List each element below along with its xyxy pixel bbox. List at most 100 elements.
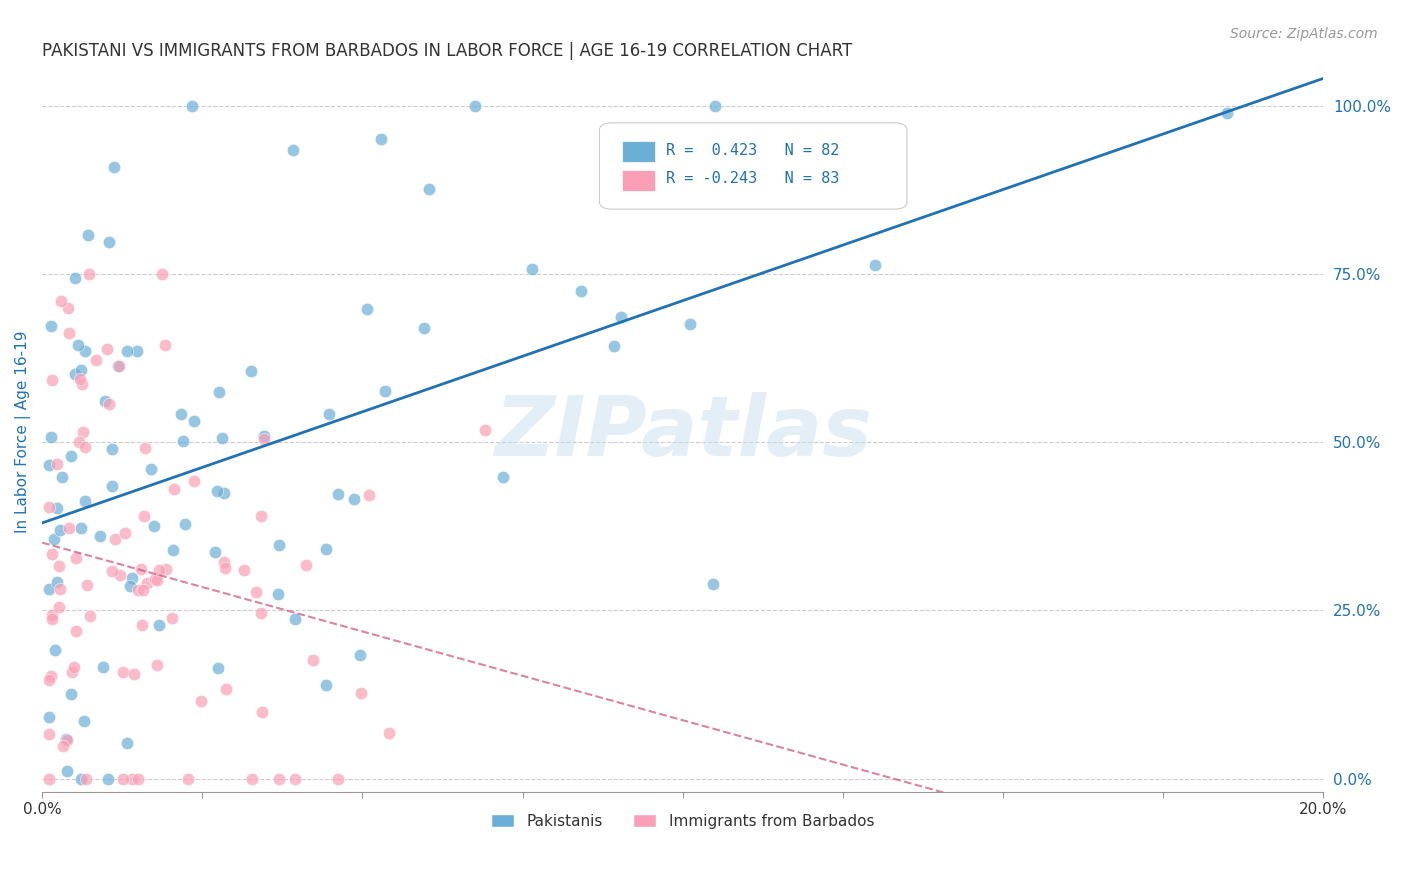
Point (41, 608, 63, 623)
Point (295, 558, 318, 573)
Point (76, 578, 98, 592)
Point (132, 583, 155, 598)
Point (315, 677, 337, 691)
Point (45, 457, 67, 471)
Point (281, 143, 304, 157)
Point (52, 739, 75, 753)
Point (326, 487, 349, 501)
Point (101, 442, 124, 457)
Point (702, 577, 724, 591)
Point (63, 367, 86, 381)
Point (143, 572, 166, 586)
Point (111, 665, 134, 679)
Point (418, 182, 440, 196)
Point (267, 772, 290, 786)
Point (132, 509, 155, 524)
Point (174, 516, 197, 531)
Point (139, 462, 162, 476)
Point (172, 434, 194, 448)
Point (60, 688, 83, 702)
Point (464, 99, 486, 113)
Point (214, 560, 236, 574)
Point (42, 533, 65, 547)
Point (59, 449, 82, 463)
Point (357, 488, 380, 502)
Point (98, 397, 121, 411)
Point (121, 571, 143, 585)
Point (125, 344, 148, 359)
Point (212, 555, 235, 569)
Point (146, 658, 169, 673)
Text: PAKISTANI VS IMMIGRANTS FROM BARBADOS IN LABOR FORCE | AGE 16-19 CORRELATION CHA: PAKISTANI VS IMMIGRANTS FROM BARBADOS IN… (42, 42, 852, 60)
Point (284, 612, 307, 626)
Point (142, 518, 165, 533)
Point (253, 432, 276, 446)
Point (39, 430, 62, 444)
Point (70, 377, 93, 392)
Point (349, 686, 371, 700)
Point (67, 434, 90, 449)
Point (77, 267, 100, 281)
Point (39, 669, 62, 683)
Point (155, 562, 177, 576)
Point (183, 414, 205, 428)
Point (211, 431, 233, 445)
Text: R = -0.243   N = 83: R = -0.243 N = 83 (666, 171, 839, 186)
Point (89, 528, 111, 542)
Point (38, 673, 60, 688)
Point (58, 521, 80, 535)
Point (91, 659, 114, 673)
Point (602, 338, 624, 352)
Point (67, 338, 90, 352)
Legend: Pakistanis, Immigrants from Barbados: Pakistanis, Immigrants from Barbados (485, 807, 880, 835)
Point (374, 384, 396, 399)
Point (492, 469, 515, 483)
Point (150, 267, 173, 281)
Point (704, 99, 727, 113)
Point (107, 359, 129, 374)
Point (134, 441, 156, 455)
Point (215, 681, 238, 696)
Point (208, 385, 231, 400)
Point (349, 648, 371, 662)
Point (302, 653, 325, 667)
Point (38, 772, 60, 786)
Point (55, 732, 77, 747)
Text: ZIPatlas: ZIPatlas (494, 392, 872, 473)
Point (212, 486, 235, 500)
Point (315, 542, 337, 557)
Point (474, 423, 496, 437)
Point (39, 318, 62, 333)
Point (162, 543, 184, 558)
Text: Source: ZipAtlas.com: Source: ZipAtlas.com (1230, 27, 1378, 41)
Point (609, 310, 631, 325)
Point (207, 661, 229, 675)
Point (62, 660, 84, 674)
Point (240, 772, 263, 786)
Point (84, 353, 107, 368)
Y-axis label: In Labor Force | Age 16-19: In Labor Force | Age 16-19 (15, 331, 31, 533)
Point (183, 474, 205, 488)
Point (49, 582, 72, 596)
Point (679, 318, 702, 332)
Point (73, 714, 96, 728)
Point (101, 479, 124, 493)
Point (155, 338, 177, 352)
Point (326, 772, 349, 786)
FancyBboxPatch shape (623, 169, 655, 191)
Point (318, 407, 340, 421)
Point (253, 429, 276, 443)
Point (117, 344, 139, 359)
Point (110, 568, 132, 582)
Point (1216, 105, 1239, 120)
Point (378, 726, 401, 740)
Point (94, 393, 117, 408)
Point (103, 161, 125, 175)
Point (41, 547, 63, 561)
Point (73, 440, 96, 454)
Point (250, 705, 273, 719)
Point (38, 710, 60, 724)
Point (97, 235, 120, 249)
Point (129, 561, 152, 575)
Point (267, 586, 290, 600)
